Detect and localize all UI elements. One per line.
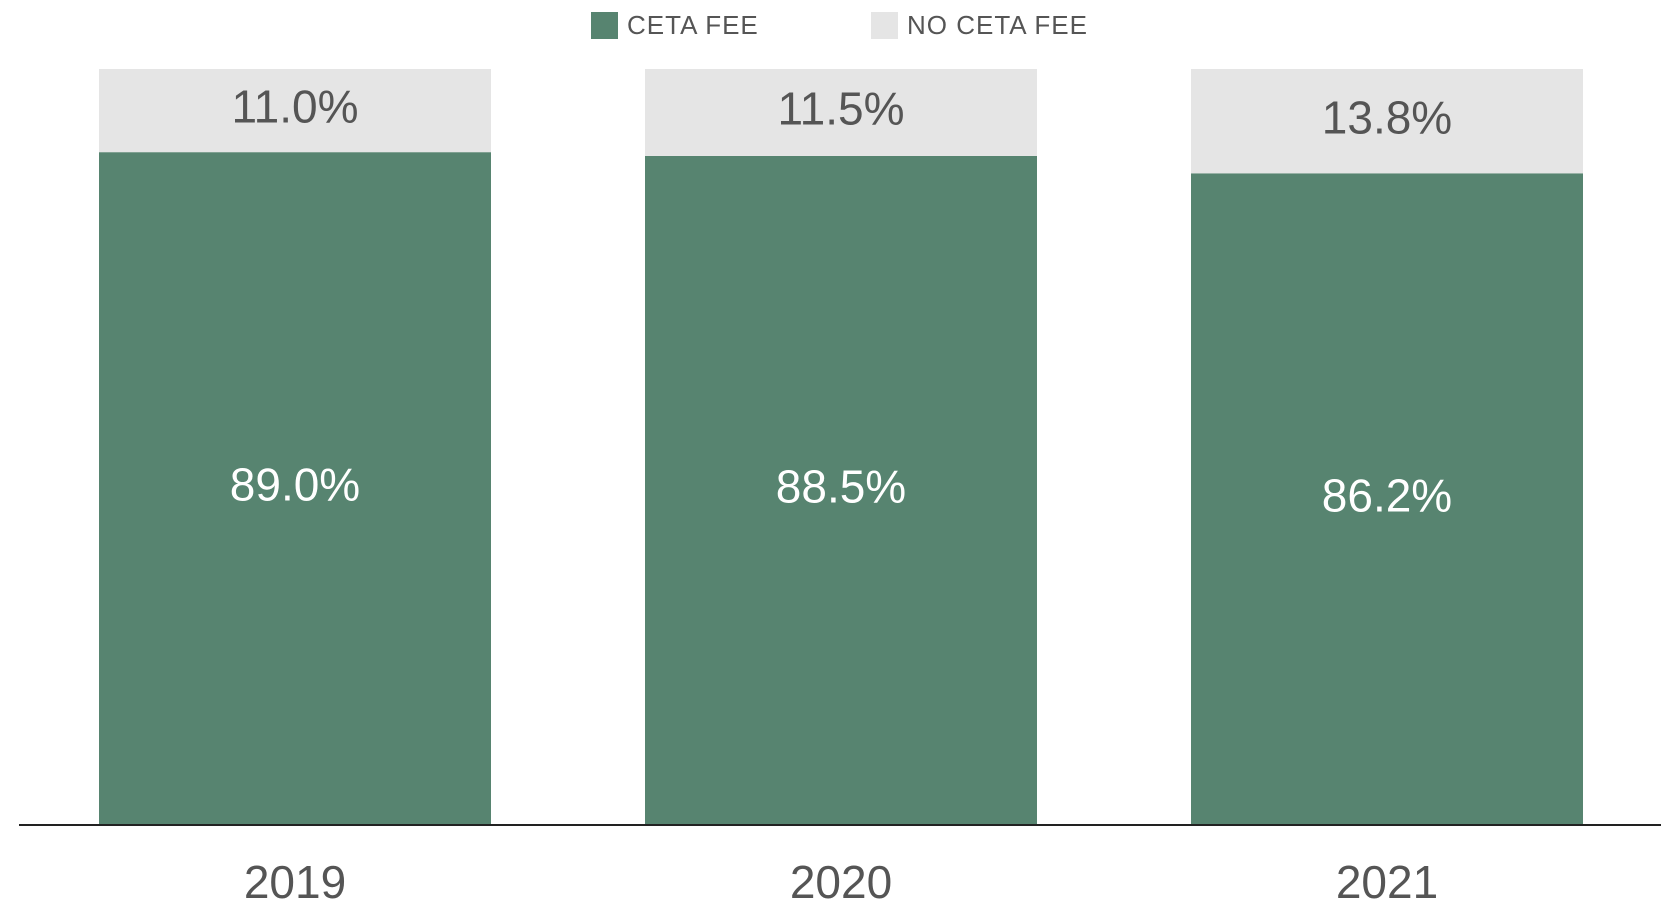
value-label: 89.0%: [230, 459, 360, 511]
value-label: 13.8%: [1322, 91, 1452, 143]
legend-label: CETA FEE: [627, 10, 759, 40]
legend-swatch: [591, 12, 618, 39]
bar-segment: [1191, 173, 1583, 825]
legend-label: NO CETA FEE: [907, 10, 1088, 40]
value-label: 88.5%: [776, 461, 906, 513]
x-tick-label: 2020: [790, 856, 892, 903]
value-label: 11.5%: [777, 83, 904, 135]
bar-segment: [645, 69, 1037, 156]
bar-segment: [1191, 69, 1583, 174]
bar-segment: [99, 69, 491, 153]
value-label: 11.0%: [231, 81, 358, 133]
x-tick-label: 2021: [1336, 856, 1438, 903]
bar-segment: [99, 152, 491, 825]
value-label: 86.2%: [1322, 469, 1452, 521]
x-tick-label: 2019: [244, 856, 346, 903]
bar-segment: [645, 155, 1037, 825]
legend-swatch: [871, 12, 898, 39]
